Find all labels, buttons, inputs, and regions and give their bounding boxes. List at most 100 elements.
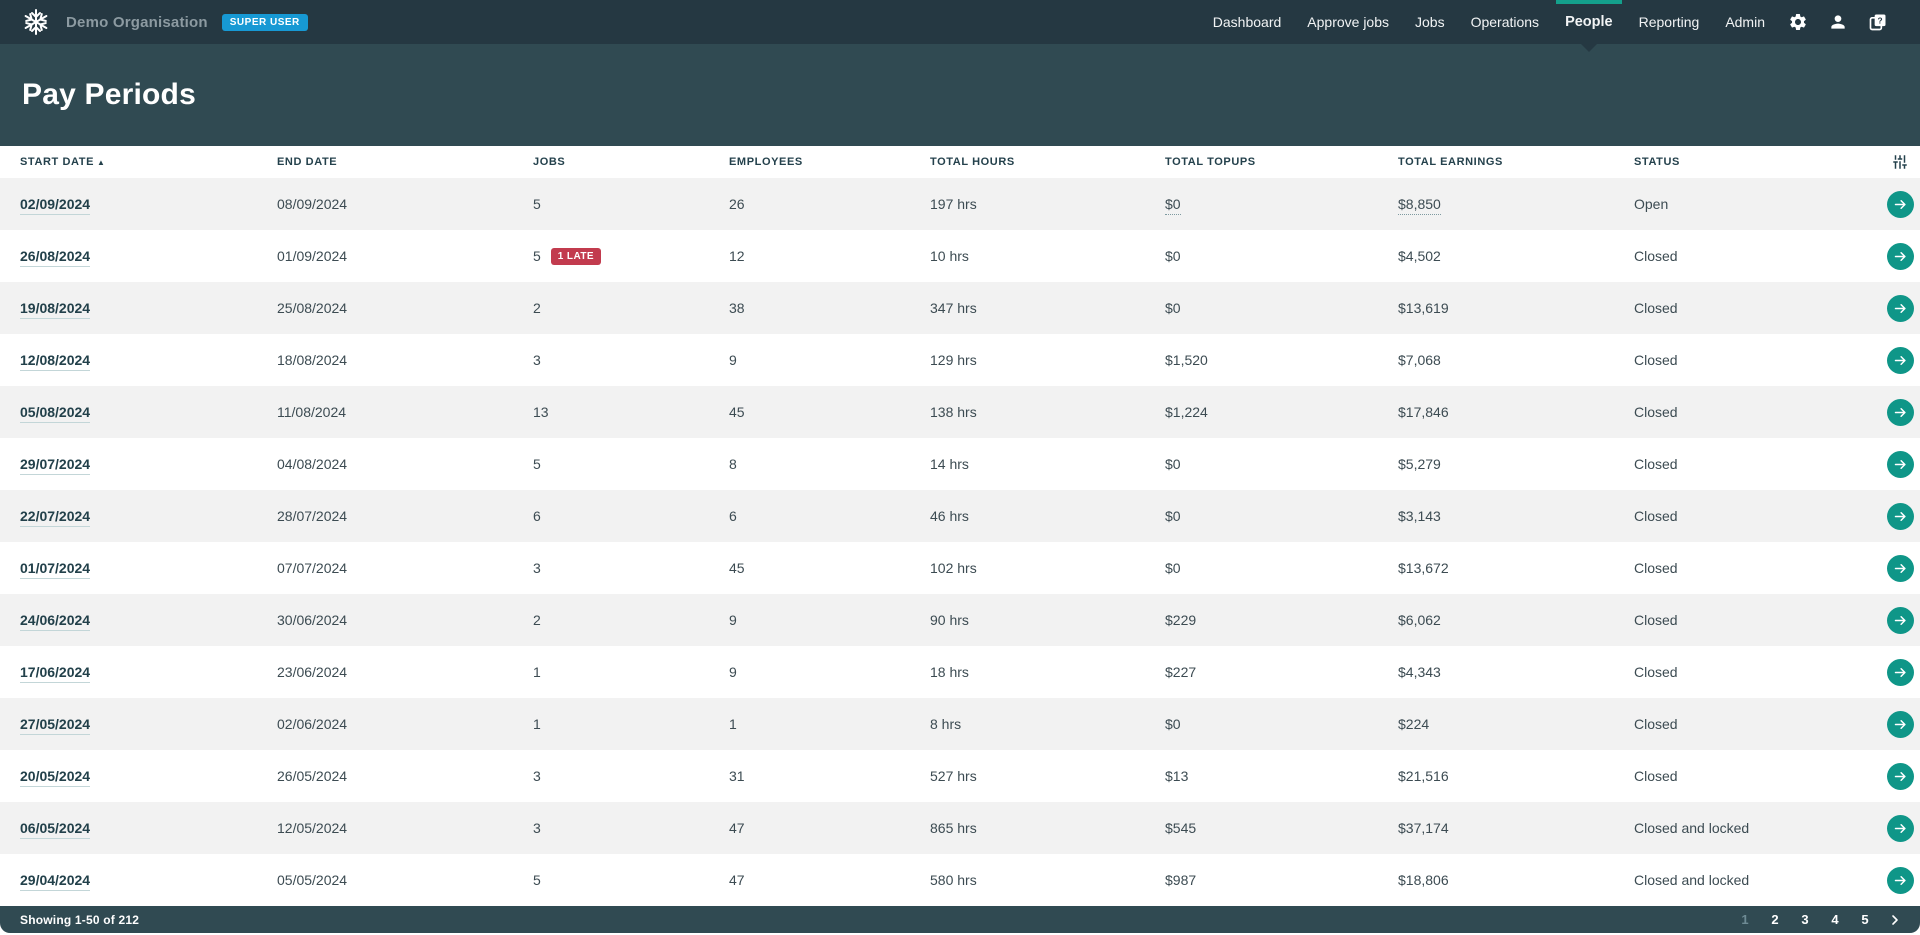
column-header-jobs[interactable]: Jobs [533, 156, 566, 168]
arrow-right-icon [1894, 719, 1906, 729]
employees-cell: 26 [729, 196, 745, 212]
table-row[interactable]: 20/05/2024 26/05/2024 3 31 527 hrs $13 $… [0, 750, 1920, 802]
table-row[interactable]: 29/04/2024 05/05/2024 5 47 580 hrs $987 … [0, 854, 1920, 906]
open-pay-period-button[interactable] [1886, 606, 1914, 634]
start-date-link[interactable]: 24/06/2024 [20, 612, 91, 631]
nav-item-operations[interactable]: Operations [1470, 14, 1540, 30]
open-pay-period-button[interactable] [1886, 242, 1914, 270]
open-pay-period-button[interactable] [1886, 294, 1914, 322]
open-pay-period-button[interactable] [1886, 450, 1914, 478]
employees-cell: 38 [729, 300, 745, 316]
total-topups-cell[interactable]: $0 [1165, 196, 1181, 215]
start-date-link[interactable]: 29/07/2024 [20, 456, 91, 475]
table-row[interactable]: 12/08/2024 18/08/2024 3 9 129 hrs $1,520… [0, 334, 1920, 386]
start-date-link[interactable]: 17/06/2024 [20, 664, 91, 683]
column-header-employees[interactable]: Employees [729, 156, 803, 168]
table-row[interactable]: 02/09/2024 08/09/2024 5 26 197 hrs $0 $8… [0, 178, 1920, 230]
start-date-link[interactable]: 19/08/2024 [20, 300, 91, 319]
column-header-start-date[interactable]: Start date ▲ [20, 156, 106, 168]
column-header-total-topups[interactable]: Total topups [1165, 156, 1256, 168]
total-earnings-cell: $6,062 [1398, 612, 1441, 628]
start-date-link[interactable]: 02/09/2024 [20, 196, 91, 215]
total-earnings-cell: $7,068 [1398, 352, 1441, 368]
start-date-link[interactable]: 05/08/2024 [20, 404, 91, 423]
start-date-link[interactable]: 29/04/2024 [20, 872, 91, 891]
page-number-5[interactable]: 5 [1861, 912, 1869, 927]
end-date-cell: 23/06/2024 [277, 664, 348, 680]
status-cell: Closed [1634, 664, 1678, 680]
open-pay-period-button[interactable] [1886, 554, 1914, 582]
table-row[interactable]: 29/07/2024 04/08/2024 5 8 14 hrs $0 $5,2… [0, 438, 1920, 490]
employees-cell: 12 [729, 248, 745, 264]
jobs-count: 3 [533, 768, 541, 784]
total-earnings-cell: $17,846 [1398, 404, 1449, 420]
nav-item-dashboard[interactable]: Dashboard [1212, 14, 1282, 30]
nav-item-jobs[interactable]: Jobs [1415, 14, 1445, 30]
page-header: Pay Periods [0, 44, 1920, 146]
total-hours-cell: 580 hrs [930, 872, 977, 888]
start-date-link[interactable]: 06/05/2024 [20, 820, 91, 839]
start-date-link[interactable]: 12/08/2024 [20, 352, 91, 371]
table-footer: Showing 1-50 of 212 1 2 3 4 5 [0, 906, 1920, 933]
late-badge: 1 LATE [550, 247, 601, 265]
open-pay-period-button[interactable] [1886, 762, 1914, 790]
arrow-right-icon [1894, 251, 1906, 261]
column-header-total-hours[interactable]: Total hours [930, 156, 1015, 168]
table-row[interactable]: 27/05/2024 02/06/2024 1 1 8 hrs $0 $224 … [0, 698, 1920, 750]
table-row[interactable]: 06/05/2024 12/05/2024 3 47 865 hrs $545 … [0, 802, 1920, 854]
pagination: 1 2 3 4 5 [1734, 912, 1906, 927]
total-earnings-cell[interactable]: $8,850 [1398, 196, 1441, 215]
jobs-count: 3 [533, 352, 541, 368]
table-row[interactable]: 05/08/2024 11/08/2024 13 45 138 hrs $1,2… [0, 386, 1920, 438]
settings-gear-icon[interactable] [1778, 0, 1818, 44]
open-pay-period-button[interactable] [1886, 398, 1914, 426]
page-number-4[interactable]: 4 [1831, 912, 1839, 927]
page-number-3[interactable]: 3 [1801, 912, 1809, 927]
nav-item-admin[interactable]: Admin [1725, 14, 1765, 30]
table-row[interactable]: 17/06/2024 23/06/2024 1 9 18 hrs $227 $4… [0, 646, 1920, 698]
status-cell: Closed [1634, 508, 1678, 524]
table-row[interactable]: 19/08/2024 25/08/2024 2 38 347 hrs $0 $1… [0, 282, 1920, 334]
end-date-cell: 02/06/2024 [277, 716, 348, 732]
jobs-count: 1 [533, 664, 541, 680]
open-pay-period-button[interactable] [1886, 346, 1914, 374]
total-hours-cell: 102 hrs [930, 560, 977, 576]
user-account-icon[interactable] [1818, 0, 1858, 44]
jobs-count: 5 [533, 872, 541, 888]
end-date-cell: 25/08/2024 [277, 300, 348, 316]
open-pay-period-button[interactable] [1886, 866, 1914, 894]
open-pay-period-button[interactable] [1886, 502, 1914, 530]
employees-cell: 45 [729, 404, 745, 420]
table-row[interactable]: 01/07/2024 07/07/2024 3 45 102 hrs $0 $1… [0, 542, 1920, 594]
open-pay-period-button[interactable] [1886, 710, 1914, 738]
table-row[interactable]: 24/06/2024 30/06/2024 2 9 90 hrs $229 $6… [0, 594, 1920, 646]
page-number-1[interactable]: 1 [1741, 912, 1749, 927]
start-date-link[interactable]: 27/05/2024 [20, 716, 91, 735]
jobs-count: 3 [533, 820, 541, 836]
snowflake-logo-icon[interactable] [22, 8, 50, 36]
status-cell: Closed [1634, 248, 1678, 264]
open-pay-period-button[interactable] [1886, 190, 1914, 218]
page-title: Pay Periods [22, 78, 196, 111]
page-number-2[interactable]: 2 [1771, 912, 1779, 927]
nav-item-people[interactable]: People [1552, 0, 1626, 52]
help-book-icon[interactable]: ? [1858, 0, 1898, 44]
open-pay-period-button[interactable] [1886, 814, 1914, 842]
total-hours-cell: 138 hrs [930, 404, 977, 420]
nav-item-reporting[interactable]: Reporting [1638, 14, 1700, 30]
column-settings-sliders-icon[interactable] [1880, 153, 1920, 171]
start-date-link[interactable]: 26/08/2024 [20, 248, 91, 267]
total-topups-cell: $1,520 [1165, 352, 1208, 368]
total-earnings-cell: $5,279 [1398, 456, 1441, 472]
open-pay-period-button[interactable] [1886, 658, 1914, 686]
nav-item-approve-jobs[interactable]: Approve jobs [1307, 14, 1389, 30]
column-header-end-date[interactable]: End date [277, 156, 338, 168]
next-page-button[interactable] [1884, 914, 1906, 926]
table-row[interactable]: 22/07/2024 28/07/2024 6 6 46 hrs $0 $3,1… [0, 490, 1920, 542]
start-date-link[interactable]: 01/07/2024 [20, 560, 91, 579]
start-date-link[interactable]: 20/05/2024 [20, 768, 91, 787]
column-header-status[interactable]: Status [1634, 156, 1680, 168]
start-date-link[interactable]: 22/07/2024 [20, 508, 91, 527]
column-header-total-earnings[interactable]: Total earnings [1398, 156, 1503, 168]
